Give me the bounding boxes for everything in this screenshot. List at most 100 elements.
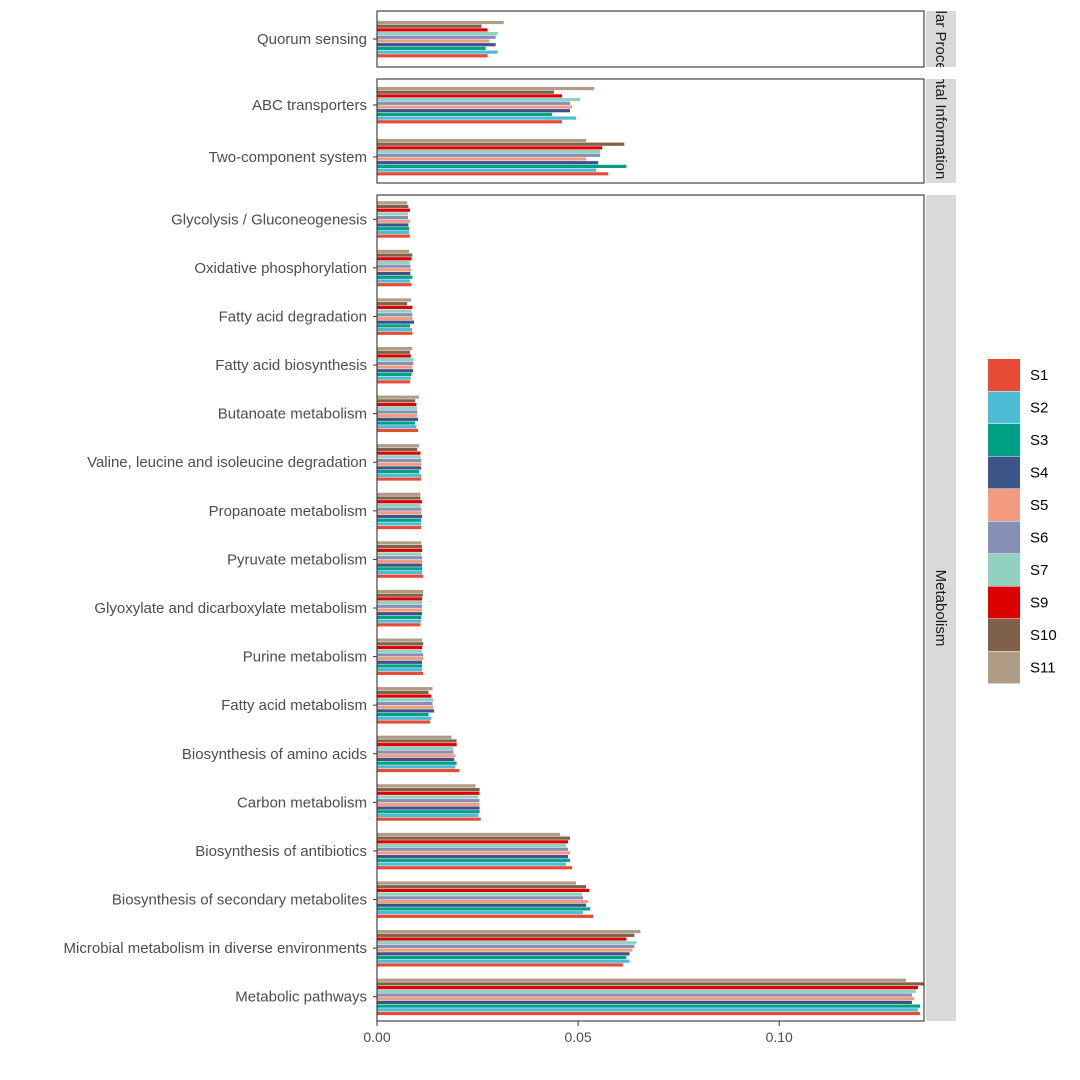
bar-s1: Quorum sensing — S1: 0.0275: [377, 54, 488, 58]
bar-s9: Glycolysis / Gluconeogenesis — S9: 0.008…: [377, 208, 410, 212]
category-label: Propanoate metabolism: [209, 503, 367, 520]
bar-s11: Two-component system — S11: 0.052: [377, 138, 587, 143]
bar-s2: ABC transporters — S2: 0.0495: [377, 116, 577, 120]
bar-s10: Fatty acid metabolism — S10: 0.0128: [377, 690, 429, 694]
bar-s4: Microbial metabolism in diverse environm…: [377, 952, 630, 956]
bar-s6: Carbon metabolism — S6: 0.0255: [377, 799, 480, 803]
bar-s2: Propanoate metabolism — S2: 0.011: [377, 522, 422, 526]
bar-group: Glycolysis / Gluconeogenesis — S1: 0.008…: [377, 201, 924, 1016]
bar-s2: Metabolic pathways — S2: 0.1345: [377, 1008, 918, 1012]
bar-s9: Biosynthesis of amino acids — S9: 0.0198: [377, 743, 457, 747]
bar-s11: Biosynthesis of antibiotics — S11: 0.045…: [377, 832, 560, 837]
bar-s11: Oxidative phosphorylation — S11: 0.008: [377, 249, 410, 253]
bar-s2: Glyoxylate and dicarboxylate metabolism …: [377, 619, 422, 623]
legend-key-s4: [988, 456, 1020, 489]
bar-s3: Quorum sensing — S3: 0.027: [377, 46, 486, 50]
bar-s11: Fatty acid degradation — S11: 0.0085: [377, 298, 412, 302]
bar-s4: Biosynthesis of amino acids — S4: 0.0192: [377, 757, 455, 762]
bar-s10: Valine, leucine and isoleucine degradati…: [377, 447, 418, 452]
legend-label: S11: [1030, 660, 1056, 677]
facet-strip-label-group: Cellular Processes: [932, 0, 949, 102]
category-label: Biosynthesis of amino acids: [182, 746, 367, 763]
bar-s3: Metabolic pathways — S3: 0.135: [377, 1004, 920, 1008]
bar-s7: Butanoate metabolism — S7: 0.01: [377, 406, 418, 410]
x-tick-label: 0.05: [564, 1029, 591, 1045]
bar-s7: Glyoxylate and dicarboxylate metabolism …: [377, 601, 423, 605]
bar-s1: Biosynthesis of antibiotics — S1: 0.0485: [377, 866, 573, 870]
bar-group: ABC transporters — S1: 0.046ABC transpor…: [377, 86, 627, 176]
bar-s11: Metabolic pathways — S11: 0.1315: [377, 978, 906, 982]
bar-s9: Propanoate metabolism — S9: 0.0112: [377, 500, 423, 504]
bar-s4: Two-component system — S4: 0.055: [377, 161, 599, 165]
bar-s10: Carbon metabolism — S10: 0.0255: [377, 787, 480, 792]
bar-s9: Two-component system — S9: 0.056: [377, 146, 603, 150]
bar-s4: ABC transporters — S4: 0.048: [377, 109, 571, 113]
bar-s5: Fatty acid metabolism — S5: 0.014: [377, 705, 434, 709]
bar-s9: Fatty acid metabolism — S9: 0.0135: [377, 694, 432, 698]
bar-s4: Glyoxylate and dicarboxylate metabolism …: [377, 612, 423, 616]
bar-s5: Glycolysis / Gluconeogenesis — S5: 0.008…: [377, 219, 410, 223]
bar-s10: Glyoxylate and dicarboxylate metabolism …: [377, 593, 423, 597]
bar-s10: Fatty acid degradation — S10: 0.0075: [377, 302, 408, 306]
bar-s4: Fatty acid degradation — S4: 0.0092: [377, 320, 414, 324]
bar-s4: Glycolysis / Gluconeogenesis — S4: 0.007…: [377, 223, 409, 227]
bar-s1: Purine metabolism — S1: 0.0115: [377, 671, 424, 675]
bar-s3: Valine, leucine and isoleucine degradati…: [377, 470, 420, 474]
bar-s9: ABC transporters — S9: 0.046: [377, 94, 563, 98]
facet-panel: Quorum sensing — S1: 0.0275Quorum sensin…: [257, 0, 956, 102]
bar-s3: Carbon metabolism — S3: 0.0255: [377, 810, 480, 814]
facet-strip-label: Cellular Processes: [932, 0, 949, 102]
legend-label: S5: [1030, 497, 1048, 514]
bar-s1: ABC transporters — S1: 0.046: [377, 120, 563, 124]
bar-s5: Biosynthesis of amino acids — S5: 0.0195: [377, 754, 456, 758]
bar-s7: ABC transporters — S7: 0.0505: [377, 98, 581, 102]
bar-s11: ABC transporters — S11: 0.054: [377, 86, 595, 91]
category-label: Glycolysis / Gluconeogenesis: [171, 211, 367, 228]
bar-s3: Glyoxylate and dicarboxylate metabolism …: [377, 615, 422, 619]
x-tick-label: 0.00: [363, 1029, 390, 1045]
bar-s7: Glycolysis / Gluconeogenesis — S7: 0.007…: [377, 212, 408, 216]
bar-s4: Pyruvate metabolism — S4: 0.0112: [377, 563, 423, 567]
bar-s3: Biosynthesis of secondary metabolites — …: [377, 907, 591, 911]
bar-s2: Carbon metabolism — S2: 0.0252: [377, 813, 479, 818]
bar-s3: Microbial metabolism in diverse environm…: [377, 955, 627, 960]
legend-key-s3: [988, 424, 1020, 456]
bar-s3: Purine metabolism — S3: 0.0112: [377, 664, 423, 668]
legend-key-s5: [988, 489, 1020, 521]
x-axis: 0.00 0.05 0.10: [363, 1021, 793, 1045]
category-label: Fatty acid metabolism: [221, 697, 367, 714]
facet-strip: [926, 195, 956, 1021]
bar-s10: Pyruvate metabolism — S10: 0.0112: [377, 545, 423, 549]
category-label: Metabolic pathways: [235, 989, 367, 1006]
bar-s3: Butanoate metabolism — S3: 0.0095: [377, 421, 416, 425]
bar-s6: Oxidative phosphorylation — S6: 0.0083: [377, 264, 411, 268]
facet-strip: [926, 11, 956, 67]
bar-s11: Quorum sensing — S11: 0.0315: [377, 20, 504, 25]
bar-s1: Glycolysis / Gluconeogenesis — S1: 0.008…: [377, 234, 410, 238]
bar-s11: Microbial metabolism in diverse environm…: [377, 930, 641, 934]
bar-s4: Oxidative phosphorylation — S4: 0.0083: [377, 271, 411, 276]
bar-s2: Butanoate metabolism — S2: 0.0098: [377, 425, 417, 429]
category-label: Quorum sensing: [257, 31, 367, 48]
bar-s6: Biosynthesis of secondary metabolites — …: [377, 896, 583, 900]
category-label: Butanoate metabolism: [218, 406, 367, 423]
panel-background: [377, 11, 924, 67]
bar-s1: Glyoxylate and dicarboxylate metabolism …: [377, 623, 421, 627]
bar-s10: Glycolysis / Gluconeogenesis — S10: 0.00…: [377, 204, 409, 209]
bar-s2: Quorum sensing — S2: 0.03: [377, 50, 498, 54]
bar-s9: Fatty acid biosynthesis — S9: 0.0084: [377, 354, 411, 358]
bar-s3: Fatty acid biosynthesis — S3: 0.0086: [377, 372, 412, 377]
legend: S1 S2 S3 S4 S5 S6 S7 S9 S10 S11: [988, 359, 1057, 684]
bar-s1: Biosynthesis of secondary metabolites — …: [377, 914, 594, 918]
category-label: Carbon metabolism: [237, 794, 367, 811]
bar-s7: Fatty acid biosynthesis — S7: 0.0091: [377, 358, 414, 362]
legend-label: S9: [1030, 595, 1048, 612]
bar-s4: Fatty acid biosynthesis — S4: 0.009: [377, 369, 414, 373]
bar-s7: Biosynthesis of secondary metabolites — …: [377, 892, 583, 896]
bar-s2: Purine metabolism — S2: 0.0112: [377, 668, 423, 672]
bar-s2: Biosynthesis of secondary metabolites — …: [377, 911, 583, 915]
bar-s9: Pyruvate metabolism — S9: 0.0112: [377, 548, 423, 552]
bar-s2: Valine, leucine and isoleucine degradati…: [377, 473, 422, 477]
bar-s3: ABC transporters — S3: 0.0435: [377, 112, 552, 116]
bar-s6: Metabolic pathways — S6: 0.133: [377, 993, 912, 997]
